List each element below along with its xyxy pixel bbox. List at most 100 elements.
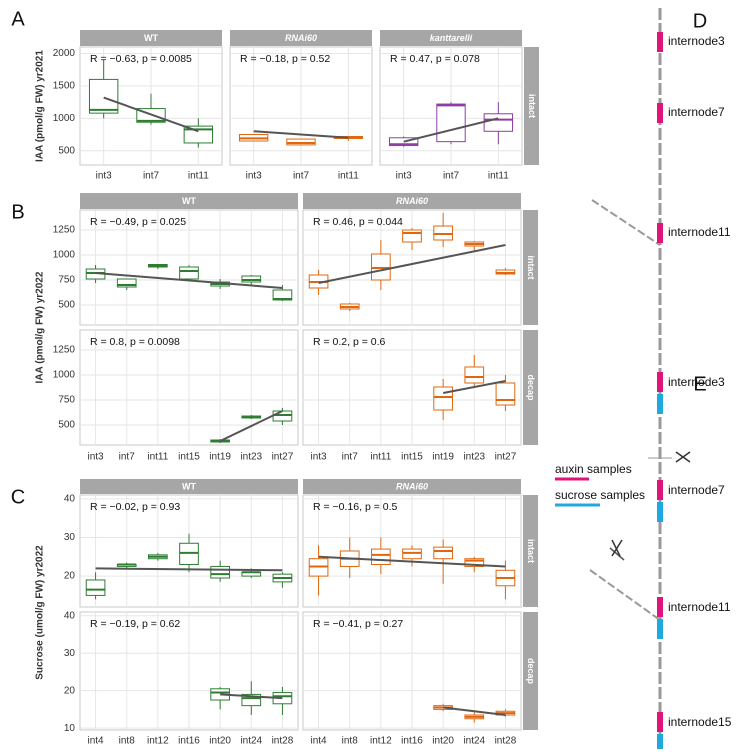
- y-axis-title: IAA (pmol/g FW) yr2021: [35, 50, 46, 162]
- annotation: R = −0.02, p = 0.93: [90, 501, 180, 513]
- x-tick-label: int28: [495, 736, 517, 747]
- y-tick-label: 40: [64, 494, 76, 505]
- trend-line: [442, 380, 506, 394]
- facet-strip-label: kanttarelli: [430, 33, 473, 43]
- y-tick-label: 20: [64, 571, 76, 582]
- annotation: R = −0.18, p = 0.52: [240, 53, 330, 65]
- trend-line: [95, 567, 283, 572]
- box: [436, 103, 466, 143]
- x-tick-label: int23: [240, 452, 262, 463]
- auxin-segment: [657, 480, 663, 500]
- x-tick-label: int3: [88, 452, 105, 463]
- x-tick-label: int12: [370, 736, 392, 747]
- trend-line: [318, 555, 506, 568]
- y-tick-label: 1000: [53, 113, 76, 124]
- row-strip: [523, 612, 538, 730]
- row-strip-label: decap: [526, 374, 536, 401]
- box: [210, 565, 230, 579]
- box: [483, 113, 514, 132]
- branch-d: [591, 199, 661, 246]
- trend-line: [103, 96, 199, 133]
- row-strip-label: intact: [526, 539, 536, 563]
- auxin-segment: [657, 103, 663, 123]
- auxin-segment: [657, 712, 663, 732]
- box: [241, 693, 262, 707]
- x-tick-label: int3: [246, 171, 263, 182]
- trend-line: [220, 693, 283, 700]
- x-tick-label: int7: [443, 171, 460, 182]
- y-tick-label: 1000: [53, 370, 76, 381]
- trend-line: [403, 117, 499, 143]
- y-tick-label: 1250: [53, 225, 76, 236]
- x-tick-label: int20: [432, 736, 454, 747]
- y-tick-label: 500: [58, 420, 75, 431]
- box: [116, 278, 137, 288]
- annotation: R = −0.19, p = 0.62: [90, 618, 180, 630]
- x-tick-label: int12: [147, 736, 169, 747]
- x-tick-label: int16: [178, 736, 200, 747]
- box: [433, 546, 453, 560]
- auxin-segment: [657, 597, 663, 617]
- x-tick-label: int23: [463, 452, 485, 463]
- x-tick-label: int7: [119, 452, 136, 463]
- annotation: R = −0.16, p = 0.5: [313, 501, 398, 513]
- y-tick-label: 10: [64, 723, 76, 734]
- annotation: R = −0.63, p = 0.0085: [90, 53, 192, 65]
- panel-label: B: [11, 201, 24, 223]
- facet-strip-label: RNAi60: [285, 33, 317, 43]
- x-tick-label: int19: [209, 452, 231, 463]
- x-tick-label: int16: [401, 736, 423, 747]
- legend-label: sucrose samples: [555, 488, 645, 502]
- y-tick-label: 750: [58, 395, 75, 406]
- annotation: R = 0.2, p = 0.6: [313, 336, 386, 348]
- trend-line: [443, 706, 506, 717]
- trend-line: [253, 130, 349, 139]
- x-tick-label: int8: [119, 736, 136, 747]
- annotation: R = 0.46, p = 0.044: [313, 216, 403, 228]
- sucrose-segment: [657, 502, 663, 522]
- row-strip: [523, 330, 538, 445]
- row-strip: [523, 210, 538, 325]
- x-tick-label: int4: [88, 736, 105, 747]
- facet-strip: [80, 30, 222, 46]
- sucrose-segment: [657, 394, 663, 414]
- facet-strip-label: RNAi60: [396, 481, 428, 491]
- x-tick-label: int3: [96, 171, 113, 182]
- row-strip-label: intact: [527, 94, 537, 118]
- x-tick-label: int20: [209, 736, 231, 747]
- row-strip: [524, 47, 539, 165]
- x-tick-label: int4: [311, 736, 328, 747]
- x-tick-label: int11: [338, 171, 359, 182]
- box: [433, 386, 453, 411]
- facet-strip: [303, 479, 521, 494]
- trend-line: [318, 244, 506, 284]
- x-tick-label: int7: [293, 171, 310, 182]
- facet-strip: [380, 30, 522, 46]
- facet-strip-label: RNAi60: [396, 196, 428, 206]
- node-label: internode7: [668, 105, 725, 119]
- x-tick-label: int15: [178, 452, 200, 463]
- x-tick-label: int19: [432, 452, 454, 463]
- x-tick-label: int15: [401, 452, 423, 463]
- facet-strip-label: WT: [144, 33, 158, 43]
- y-tick-label: 1250: [53, 345, 76, 356]
- x-tick-label: int27: [272, 452, 294, 463]
- facet-strip: [80, 193, 298, 209]
- box: [402, 229, 422, 243]
- y-tick-label: 20: [64, 685, 76, 696]
- sucrose-segment: [657, 619, 663, 639]
- node-label: internode3: [668, 375, 725, 389]
- y-tick-label: 1500: [53, 81, 76, 92]
- scissors-icon: [675, 451, 691, 463]
- box: [179, 266, 199, 280]
- x-tick-label: int11: [370, 452, 391, 463]
- x-tick-label: int11: [147, 452, 168, 463]
- y-tick-label: 500: [58, 145, 75, 156]
- box: [85, 579, 106, 596]
- y-tick-label: 30: [64, 532, 76, 543]
- box: [495, 382, 516, 406]
- annotation: R = 0.8, p = 0.0098: [90, 336, 180, 348]
- auxin-segment: [657, 223, 663, 243]
- cut-mark: [609, 547, 625, 561]
